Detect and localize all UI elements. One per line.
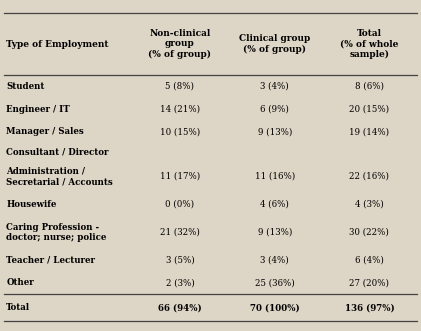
Text: 11 (17%): 11 (17%) [160, 172, 200, 181]
Text: 21 (32%): 21 (32%) [160, 228, 200, 237]
Text: Manager / Sales: Manager / Sales [6, 127, 84, 136]
Text: Administration /
Secretarial / Accounts: Administration / Secretarial / Accounts [6, 166, 113, 186]
Text: 70 (100%): 70 (100%) [250, 303, 300, 312]
Text: 25 (36%): 25 (36%) [255, 278, 295, 288]
Text: Total: Total [6, 303, 30, 312]
Text: 30 (22%): 30 (22%) [349, 228, 389, 237]
Text: Engineer / IT: Engineer / IT [6, 105, 70, 114]
Text: 8 (6%): 8 (6%) [355, 82, 384, 91]
Text: 136 (97%): 136 (97%) [344, 303, 394, 312]
Text: 10 (15%): 10 (15%) [160, 127, 200, 136]
Text: 11 (16%): 11 (16%) [255, 172, 295, 181]
Text: 66 (94%): 66 (94%) [158, 303, 202, 312]
Text: 20 (15%): 20 (15%) [349, 105, 389, 114]
Text: Type of Employment: Type of Employment [6, 39, 109, 49]
Text: Housewife: Housewife [6, 200, 57, 209]
Text: 14 (21%): 14 (21%) [160, 105, 200, 114]
Text: Student: Student [6, 82, 45, 91]
Text: 4 (3%): 4 (3%) [355, 200, 384, 209]
Text: 9 (13%): 9 (13%) [258, 228, 292, 237]
Text: 19 (14%): 19 (14%) [349, 127, 389, 136]
Text: Clinical group
(% of group): Clinical group (% of group) [239, 34, 310, 54]
Text: Non-clinical
group
(% of group): Non-clinical group (% of group) [149, 29, 211, 59]
Text: Caring Profession -
doctor; nurse; police: Caring Profession - doctor; nurse; polic… [6, 222, 107, 242]
Text: 3 (4%): 3 (4%) [260, 82, 289, 91]
Text: 6 (9%): 6 (9%) [260, 105, 289, 114]
Text: 3 (5%): 3 (5%) [165, 256, 195, 265]
Text: Teacher / Lecturer: Teacher / Lecturer [6, 256, 95, 265]
Text: 27 (20%): 27 (20%) [349, 278, 389, 288]
Text: 22 (16%): 22 (16%) [349, 172, 389, 181]
Text: 4 (6%): 4 (6%) [260, 200, 289, 209]
Text: Consultant / Director: Consultant / Director [6, 147, 109, 156]
Text: Other: Other [6, 278, 34, 288]
Text: 2 (3%): 2 (3%) [165, 278, 195, 288]
Text: 0 (0%): 0 (0%) [165, 200, 195, 209]
Text: 9 (13%): 9 (13%) [258, 127, 292, 136]
Text: Total
(% of whole
sample): Total (% of whole sample) [340, 29, 399, 59]
Text: 5 (8%): 5 (8%) [165, 82, 195, 91]
Text: 3 (4%): 3 (4%) [260, 256, 289, 265]
Text: 6 (4%): 6 (4%) [355, 256, 384, 265]
